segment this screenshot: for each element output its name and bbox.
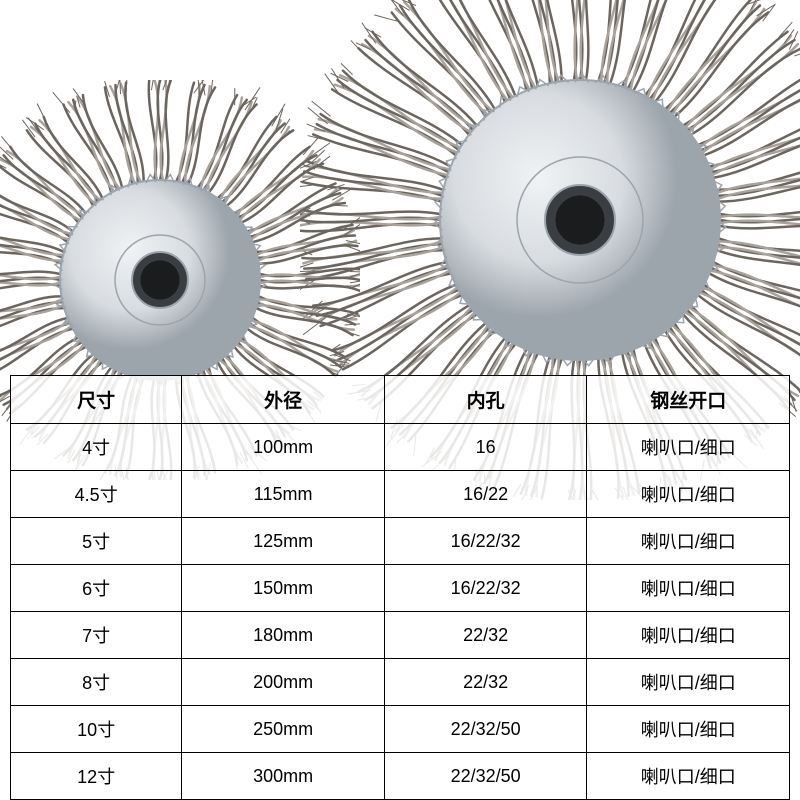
table-cell: 12寸: [11, 753, 182, 800]
table-row: 4.5寸115mm16/22喇叭口/细口: [11, 471, 790, 518]
table-cell: 喇叭口/细口: [587, 612, 790, 659]
table-row: 10寸250mm22/32/50喇叭口/细口: [11, 706, 790, 753]
header-wire-opening: 钢丝开口: [587, 376, 790, 424]
table-cell: 22/32: [384, 659, 587, 706]
table-cell: 喇叭口/细口: [587, 565, 790, 612]
table-cell: 100mm: [182, 424, 385, 471]
table-cell: 7寸: [11, 612, 182, 659]
table-cell: 4.5寸: [11, 471, 182, 518]
table-cell: 150mm: [182, 565, 385, 612]
table-cell: 250mm: [182, 706, 385, 753]
table-cell: 喇叭口/细口: [587, 424, 790, 471]
table-cell: 300mm: [182, 753, 385, 800]
table-cell: 22/32/50: [384, 753, 587, 800]
table-cell: 16/22/32: [384, 518, 587, 565]
table-cell: 125mm: [182, 518, 385, 565]
table-cell: 22/32: [384, 612, 587, 659]
table-cell: 8寸: [11, 659, 182, 706]
table-row: 5寸125mm16/22/32喇叭口/细口: [11, 518, 790, 565]
table-row: 4寸100mm16喇叭口/细口: [11, 424, 790, 471]
header-size: 尺寸: [11, 376, 182, 424]
spec-table: 尺寸 外径 内孔 钢丝开口 4寸100mm16喇叭口/细口4.5寸115mm16…: [10, 375, 790, 800]
table-cell: 10寸: [11, 706, 182, 753]
table-cell: 喇叭口/细口: [587, 753, 790, 800]
table-cell: 喇叭口/细口: [587, 706, 790, 753]
table-cell: 喇叭口/细口: [587, 659, 790, 706]
table-cell: 180mm: [182, 612, 385, 659]
table-cell: 喇叭口/细口: [587, 518, 790, 565]
table-cell: 4寸: [11, 424, 182, 471]
table-cell: 200mm: [182, 659, 385, 706]
table-cell: 22/32/50: [384, 706, 587, 753]
table-header-row: 尺寸 外径 内孔 钢丝开口: [11, 376, 790, 424]
table-cell: 5寸: [11, 518, 182, 565]
table-cell: 16/22/32: [384, 565, 587, 612]
table-row: 12寸300mm22/32/50喇叭口/细口: [11, 753, 790, 800]
table-row: 7寸180mm22/32喇叭口/细口: [11, 612, 790, 659]
table-row: 6寸150mm16/22/32喇叭口/细口: [11, 565, 790, 612]
header-outer-diameter: 外径: [182, 376, 385, 424]
table-cell: 16/22: [384, 471, 587, 518]
table-cell: 6寸: [11, 565, 182, 612]
table-row: 8寸200mm22/32喇叭口/细口: [11, 659, 790, 706]
table-cell: 喇叭口/细口: [587, 471, 790, 518]
table-cell: 115mm: [182, 471, 385, 518]
header-inner-hole: 内孔: [384, 376, 587, 424]
table-cell: 16: [384, 424, 587, 471]
product-photo-area: [0, 0, 800, 380]
spec-table-container: 尺寸 外径 内孔 钢丝开口 4寸100mm16喇叭口/细口4.5寸115mm16…: [10, 375, 790, 800]
